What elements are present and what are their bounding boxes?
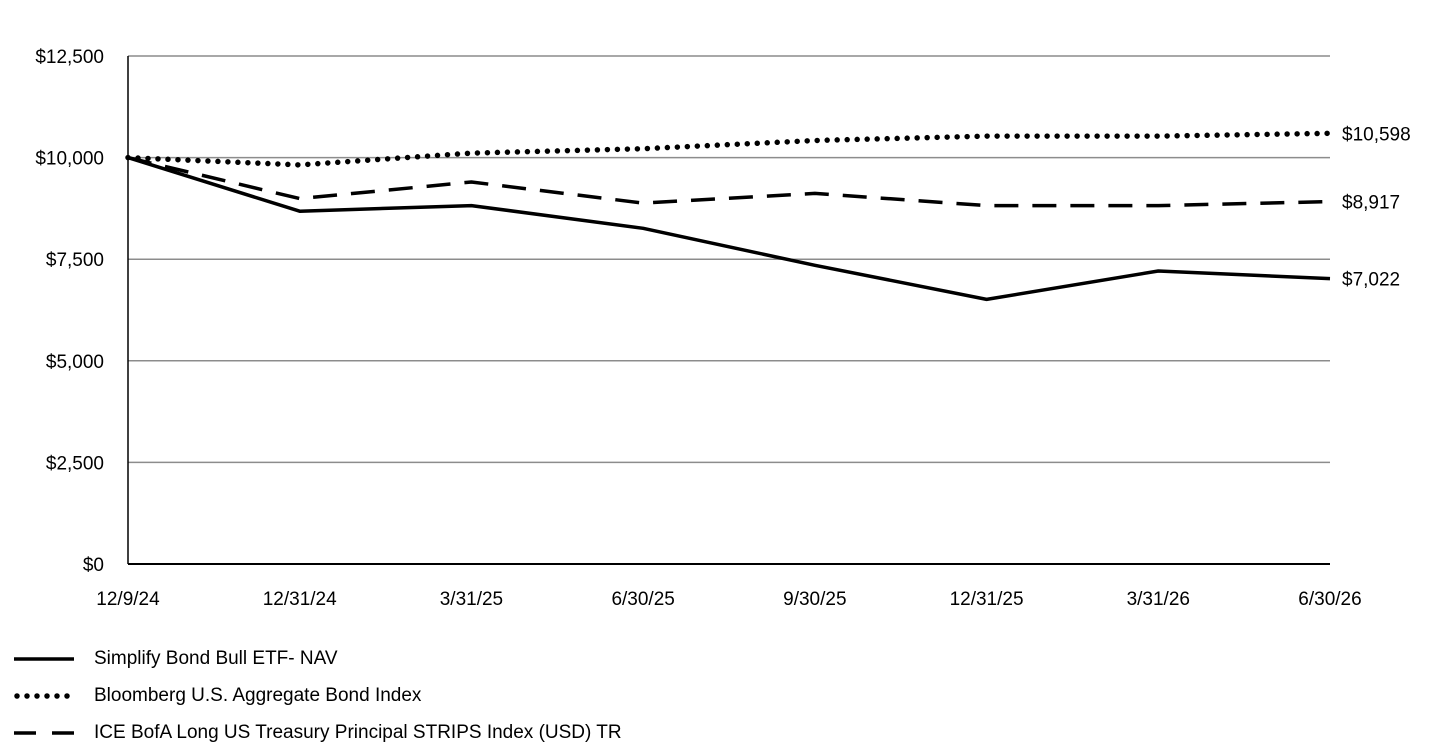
end-value-label: $10,598 xyxy=(1342,124,1411,145)
legend-item: Simplify Bond Bull ETF- NAV xyxy=(14,640,622,677)
series-lines xyxy=(125,130,1333,302)
x-axis-ticks: 12/9/24 12/31/24 3/31/25 6/30/25 9/30/25 12/3… xyxy=(96,589,1361,610)
x-tick-label: 12/31/25 xyxy=(950,589,1024,610)
legend-item: Bloomberg U.S. Aggregate Bond Index xyxy=(14,677,622,714)
y-tick-label: $10,000 xyxy=(35,149,104,170)
legend-item: ICE BofA Long US Treasury Principal STRI… xyxy=(14,714,622,751)
x-tick-label: 6/30/26 xyxy=(1298,589,1361,610)
x-tick-label: 12/9/24 xyxy=(96,589,160,610)
gridlines xyxy=(128,55,1330,464)
legend-label: Simplify Bond Bull ETF- NAV xyxy=(94,647,338,669)
x-tick-label: 12/31/24 xyxy=(263,589,337,610)
x-tick-label: 3/31/26 xyxy=(1127,589,1190,610)
y-tick-label: $0 xyxy=(83,555,104,576)
end-value-labels: $7,022 $10,598 $8,917 xyxy=(1342,124,1411,290)
series-line-2 xyxy=(125,130,1333,168)
x-tick-label: 6/30/25 xyxy=(611,589,674,610)
y-tick-label: $12,500 xyxy=(35,47,104,68)
x-tick-label: 9/30/25 xyxy=(783,589,846,610)
y-tick-label: $5,000 xyxy=(46,352,104,373)
y-axis-ticks: $0 $2,500 $5,000 $7,500 $10,000 $12,500 xyxy=(35,47,104,576)
legend-swatch-dashed xyxy=(14,730,74,735)
line-chart: $0 $2,500 $5,000 $7,500 $10,000 $12,500 12/9/… xyxy=(35,47,1411,610)
legend-swatch-solid xyxy=(14,656,74,661)
axes xyxy=(127,56,1330,565)
legend-label: ICE BofA Long US Treasury Principal STRI… xyxy=(94,721,622,743)
end-value-label: $8,917 xyxy=(1342,193,1400,214)
legend-label: Bloomberg U.S. Aggregate Bond Index xyxy=(94,684,422,706)
series-line-3 xyxy=(127,155,1331,208)
x-tick-label: 3/31/25 xyxy=(440,589,503,610)
legend-swatch-dotted xyxy=(14,692,76,699)
legend: Simplify Bond Bull ETF- NAV Bloomberg U.S… xyxy=(14,640,622,751)
y-tick-label: $7,500 xyxy=(46,250,104,271)
series-line-1 xyxy=(127,155,1331,302)
end-value-label: $7,022 xyxy=(1342,270,1400,291)
y-tick-label: $2,500 xyxy=(46,453,104,474)
